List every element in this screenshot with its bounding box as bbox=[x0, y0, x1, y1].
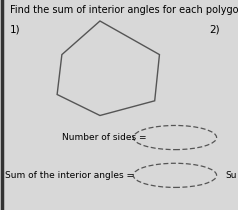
Text: Number of sides =: Number of sides = bbox=[62, 133, 146, 142]
Ellipse shape bbox=[133, 126, 217, 150]
Text: Sum of the interior angles =: Sum of the interior angles = bbox=[5, 171, 134, 180]
Text: 1): 1) bbox=[10, 24, 20, 34]
Text: 2): 2) bbox=[209, 24, 220, 34]
Text: Find the sum of interior angles for each polygon.: Find the sum of interior angles for each… bbox=[10, 5, 238, 15]
Ellipse shape bbox=[133, 163, 217, 188]
Text: Su: Su bbox=[225, 171, 236, 180]
